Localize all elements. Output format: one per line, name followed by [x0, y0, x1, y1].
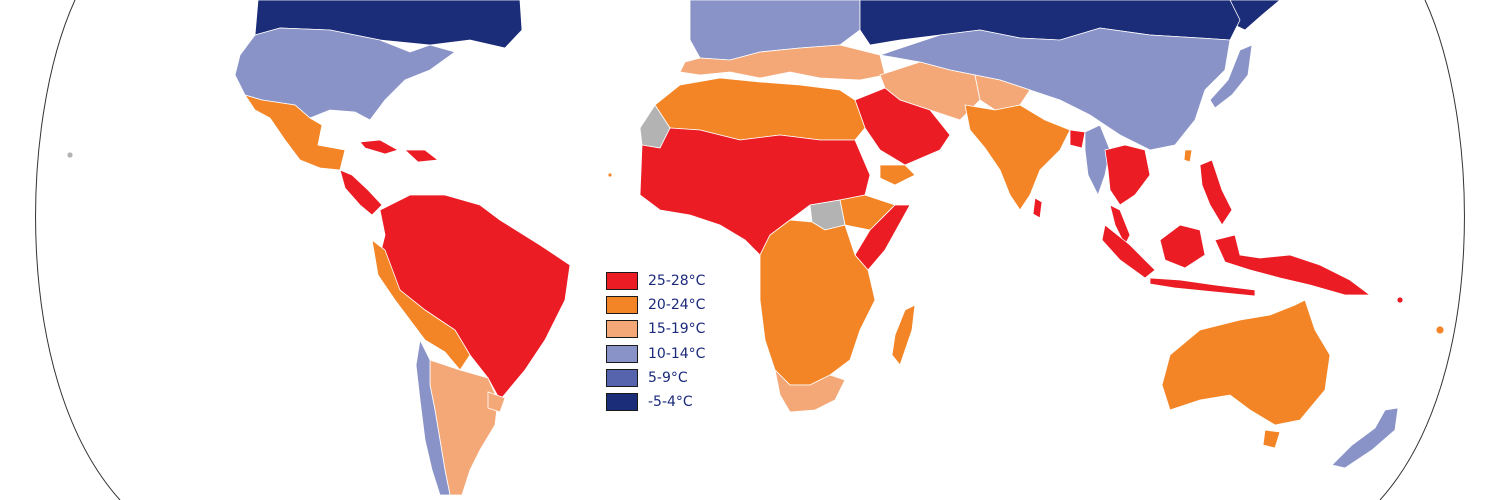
arabia — [854, 87, 951, 166]
legend-label: 10-14°C — [648, 345, 706, 362]
pacific-island — [66, 151, 74, 159]
pacific-island — [1396, 296, 1404, 304]
legend-item: 10-14°C — [606, 342, 705, 366]
myanmar — [1084, 124, 1111, 197]
legend-item: 5-9°C — [606, 366, 705, 390]
malay-peninsula — [1109, 204, 1131, 246]
india — [964, 104, 1071, 211]
borneo — [1159, 224, 1206, 269]
tasmania — [1262, 429, 1281, 449]
mexico — [244, 94, 346, 171]
legend-swatch — [606, 296, 638, 315]
uruguay — [487, 391, 506, 413]
japan — [1209, 44, 1253, 109]
central-southern-africa — [759, 219, 876, 386]
legend-label: -5-4°C — [648, 394, 693, 411]
legend-swatch — [606, 272, 638, 291]
madagascar — [891, 304, 916, 366]
legend-label: 20-24°C — [648, 297, 706, 314]
pacific-island — [1435, 325, 1445, 335]
legend-label: 15-19°C — [648, 321, 706, 338]
indonesia-west — [1101, 224, 1156, 279]
europe-south — [679, 44, 886, 81]
legend-swatch — [606, 368, 638, 387]
legend-swatch — [606, 344, 638, 363]
hispaniola — [403, 149, 440, 163]
chile — [415, 338, 451, 496]
java-timor — [1149, 277, 1256, 297]
bangladesh — [1069, 129, 1086, 149]
legend-item: -5-4°C — [606, 390, 705, 414]
legend-swatch — [606, 393, 638, 412]
legend-item: 20-24°C — [606, 293, 705, 317]
legend-label: 25-28°C — [648, 273, 706, 290]
cuba — [359, 139, 400, 155]
taiwan — [1183, 149, 1193, 163]
sri-lanka — [1032, 197, 1043, 219]
south-africa — [774, 368, 846, 413]
southeast-asia — [1104, 144, 1151, 206]
legend: 25-28°C 20-24°C 15-19°C 10-14°C 5-9°C -5… — [606, 269, 705, 414]
new-zealand — [1331, 407, 1399, 469]
legend-item: 25-28°C — [606, 269, 705, 293]
pacific-island — [607, 172, 613, 178]
legend-item: 15-19°C — [606, 317, 705, 341]
central-america — [339, 169, 383, 216]
sulawesi-papua — [1214, 234, 1372, 296]
philippines — [1199, 159, 1233, 226]
legend-swatch — [606, 320, 638, 339]
legend-label: 5-9°C — [648, 369, 688, 386]
yemen — [879, 164, 916, 186]
australia — [1161, 299, 1331, 426]
globe-outline — [35, 0, 1465, 500]
